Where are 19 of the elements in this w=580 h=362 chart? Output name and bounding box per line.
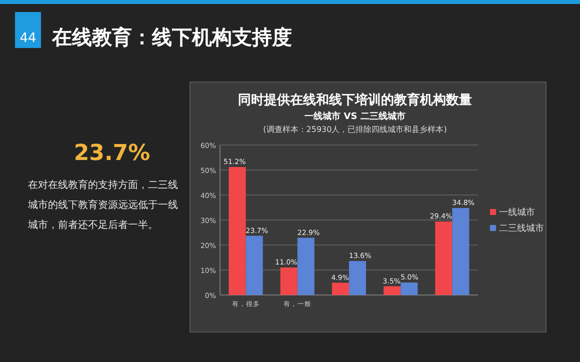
text: 23.7%: [74, 141, 150, 166]
legend-label: 二三线城市: [499, 223, 544, 234]
bar: [400, 282, 418, 295]
chart-title: 同时提供在线和线下培训的教育机构数量: [238, 92, 472, 108]
text: 在对在线教育的支持方面，二三线城市的线下教育资源远远低于一线城市，前者还不足后者一半。: [27, 179, 178, 231]
text: (调查样本：25930人，已排除四线城市和县乡样本): [263, 125, 447, 134]
bar: [280, 268, 298, 295]
bar: [228, 167, 246, 295]
text: 在线教育：线下机构支持度: [51, 25, 292, 49]
bar: [384, 286, 401, 295]
bar: [452, 208, 470, 295]
bar: [332, 282, 349, 295]
legend-label: 一线城市: [499, 207, 535, 218]
chart-subtitle: 一线城市 VS 二三线城市: [304, 111, 406, 122]
bar: [435, 222, 452, 295]
bar: [349, 261, 366, 295]
text: 44: [20, 31, 36, 46]
bar: [297, 238, 314, 295]
bar: [246, 236, 263, 295]
